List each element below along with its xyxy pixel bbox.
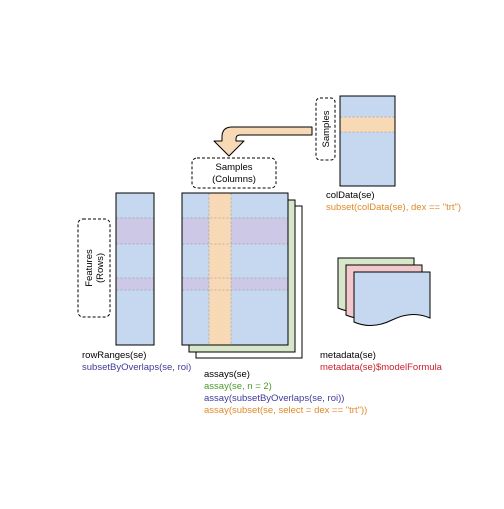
rowranges-matrix (115, 192, 155, 346)
features-rows-label: Features (Rows) (77, 218, 111, 318)
features-line2: (Rows) (95, 253, 106, 283)
metadata-title: metadata(se) (320, 350, 376, 361)
rowranges-example: subsetByOverlaps(se, roi) (82, 362, 191, 373)
assay-layer-front (181, 192, 289, 346)
assay-highlight-column (209, 193, 231, 345)
assays-example-1: assay(se, n = 2) (204, 381, 272, 392)
samples-columns-label: Samples (Columns) (191, 157, 277, 189)
coldata-matrix (339, 95, 396, 187)
assays-stack (181, 192, 303, 359)
assays-title: assays(se) (204, 369, 250, 380)
coldata-example: subset(colData(se), dex == "trt") (326, 202, 461, 213)
samples-columns-line2: (Columns) (212, 174, 256, 185)
metadata-example: metadata(se)$modelFormula (320, 362, 443, 373)
samples-rotated-text: Samples (321, 110, 332, 147)
samples-rotated-label: Samples (315, 97, 336, 161)
metadata-documents (337, 257, 431, 326)
coldata-highlight-row (340, 117, 395, 132)
rowranges-title: rowRanges(se) (82, 350, 146, 361)
assays-example-3: assay(subset(se, select = dex == "trt")) (204, 405, 367, 416)
curved-arrow (213, 126, 313, 157)
samples-columns-line1: Samples (216, 162, 253, 173)
features-line1: Features (84, 249, 95, 287)
metadata-doc-front (353, 271, 431, 326)
assays-example-2: assay(subsetByOverlaps(se, roi)) (204, 393, 344, 404)
coldata-title: colData(se) (326, 190, 375, 201)
